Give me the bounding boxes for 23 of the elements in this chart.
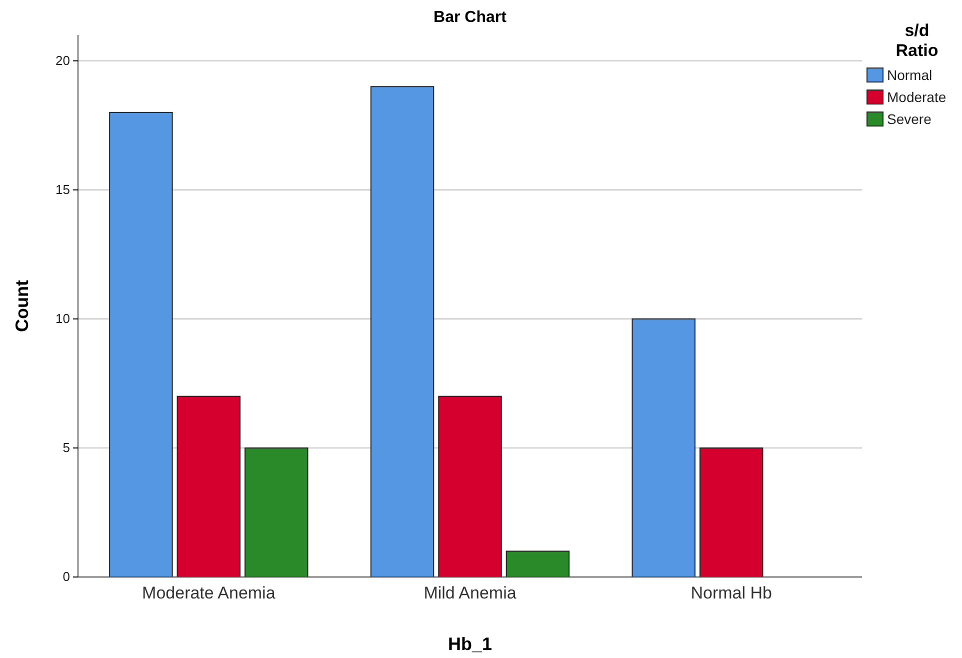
y-tick-label: 10 xyxy=(56,311,70,326)
bar xyxy=(632,318,696,578)
legend-label: Severe xyxy=(887,111,932,127)
y-tick-label: 5 xyxy=(62,440,70,456)
bar xyxy=(370,86,434,578)
chart-title: Bar Chart xyxy=(434,9,508,26)
x-tick-label: Normal Hb xyxy=(690,584,772,603)
bar xyxy=(109,112,173,578)
x-axis-title: Hb_1 xyxy=(448,634,492,654)
bar xyxy=(244,447,308,578)
x-tick-label: Mild Anemia xyxy=(424,584,517,603)
bar xyxy=(438,396,502,578)
y-axis-title: Count xyxy=(12,280,32,332)
bar xyxy=(176,396,241,578)
y-tick-label: 15 xyxy=(56,182,70,198)
bar xyxy=(699,447,764,578)
legend-label: Moderate xyxy=(887,89,946,105)
x-tick-label: Moderate Anemia xyxy=(142,584,276,603)
legend-label: Normal xyxy=(887,67,932,83)
bar xyxy=(506,550,570,578)
legend-title: s/d Ratio xyxy=(896,21,938,60)
y-tick-label: 0 xyxy=(62,569,70,584)
y-tick-label: 20 xyxy=(56,52,70,68)
